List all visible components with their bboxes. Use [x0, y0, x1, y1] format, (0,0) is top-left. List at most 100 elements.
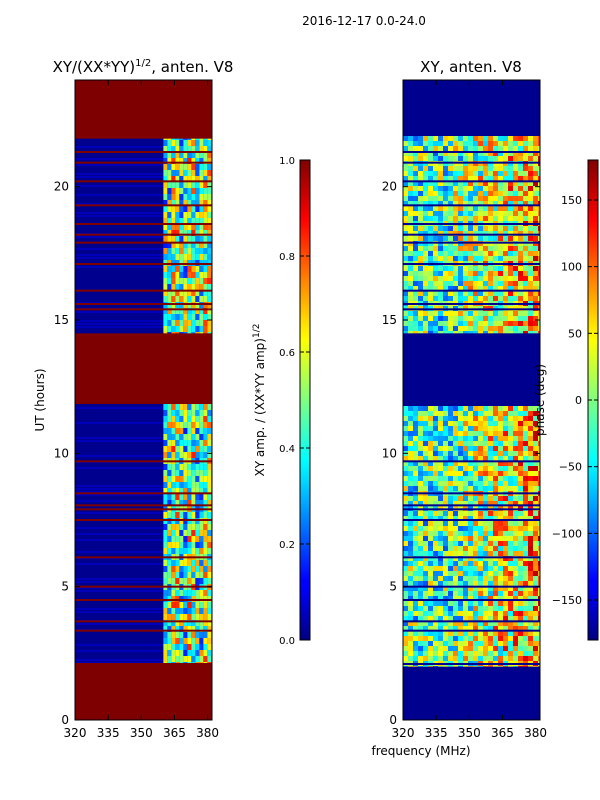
phase-cell	[498, 206, 503, 211]
phase-cell	[408, 526, 413, 531]
phase-cell	[513, 576, 518, 581]
phase-cell	[453, 546, 458, 551]
phase-cell	[473, 566, 478, 571]
phase-cell	[473, 641, 478, 646]
phase-cell	[533, 431, 538, 436]
phase-cell	[483, 656, 488, 661]
phase-cell	[413, 651, 418, 656]
phase-cell	[403, 656, 408, 661]
phase-cell	[538, 646, 540, 651]
y-tick-label: 15	[382, 313, 397, 327]
amp-cell	[191, 182, 196, 188]
phase-cell	[533, 561, 538, 566]
amp-cell	[163, 470, 168, 476]
phase-colorbar-tick-label: 0	[575, 394, 582, 407]
phase-cell	[423, 171, 428, 176]
phase-cell	[528, 226, 533, 231]
phase-cell	[493, 426, 498, 431]
y-tick-label: 0	[389, 713, 397, 727]
phase-cell	[508, 481, 513, 486]
phase-cell	[413, 251, 418, 256]
phase-cell	[403, 196, 408, 201]
phase-cell	[448, 651, 453, 656]
amp-cell	[195, 536, 200, 542]
phase-cell	[418, 206, 423, 211]
amp-cell	[179, 536, 184, 542]
phase-cell	[508, 471, 513, 476]
phase-cell	[503, 206, 508, 211]
phase-cell	[483, 251, 488, 256]
phase-cell	[513, 586, 518, 591]
phase-cell	[418, 451, 423, 456]
phase-cell	[448, 436, 453, 441]
amp-cell	[163, 644, 168, 650]
amp-cell	[203, 578, 208, 584]
amp-cell	[207, 404, 212, 410]
amp-cell	[183, 614, 188, 620]
phase-cell	[488, 271, 493, 276]
phase-cell	[413, 586, 418, 591]
phase-cell	[538, 511, 540, 516]
amp-cell	[199, 644, 204, 650]
amp-cell	[171, 464, 176, 470]
phase-cell	[418, 296, 423, 301]
phase-cell	[433, 611, 438, 616]
phase-cell	[493, 321, 498, 326]
phase-cell	[523, 546, 528, 551]
phase-cell	[408, 246, 413, 251]
phase-cell	[523, 586, 528, 591]
amp-cell	[167, 212, 172, 218]
amp-cell	[187, 296, 192, 302]
amp-cell	[207, 548, 212, 554]
phase-cell	[503, 166, 508, 171]
phase-cell	[523, 616, 528, 621]
amp-cell	[203, 632, 208, 638]
phase-cell	[508, 611, 513, 616]
phase-cell	[478, 441, 483, 446]
phase-cell	[468, 321, 473, 326]
phase-cell	[533, 256, 538, 261]
phase-cell	[518, 561, 523, 566]
phase-cell	[538, 651, 540, 656]
amp-cell	[203, 236, 208, 242]
amp-cell	[207, 530, 212, 536]
phase-cell	[418, 271, 423, 276]
phase-cell	[468, 611, 473, 616]
phase-cell	[448, 271, 453, 276]
phase-cell	[413, 521, 418, 526]
phase-cell	[523, 451, 528, 456]
phase-cell	[513, 251, 518, 256]
phase-cell	[428, 196, 433, 201]
phase-cell	[533, 556, 538, 561]
amp-cell	[171, 230, 176, 236]
phase-cell	[493, 606, 498, 611]
amp-cell	[187, 488, 192, 494]
phase-cell	[488, 526, 493, 531]
amp-noise-row	[75, 590, 165, 592]
amp-cell	[171, 638, 176, 644]
amp-cell	[175, 548, 180, 554]
amp-cell	[191, 530, 196, 536]
phase-cell	[498, 631, 503, 636]
phase-cell	[448, 611, 453, 616]
phase-cell	[408, 236, 413, 241]
phase-cell	[493, 231, 498, 236]
phase-cell	[443, 406, 448, 411]
phase-cell	[438, 561, 443, 566]
phase-cell	[408, 426, 413, 431]
phase-cell	[408, 581, 413, 586]
phase-colorbar-tick-label: −100	[552, 527, 582, 540]
phase-cell	[463, 541, 468, 546]
phase-cell	[513, 566, 518, 571]
phase-cell	[453, 426, 458, 431]
phase-cell	[438, 576, 443, 581]
phase-cell	[443, 466, 448, 471]
phase-cell	[488, 586, 493, 591]
amp-cell	[171, 152, 176, 158]
phase-cell	[428, 576, 433, 581]
phase-cell	[443, 626, 448, 631]
amp-cell	[191, 230, 196, 236]
phase-cell	[508, 591, 513, 596]
phase-cell	[488, 266, 493, 271]
